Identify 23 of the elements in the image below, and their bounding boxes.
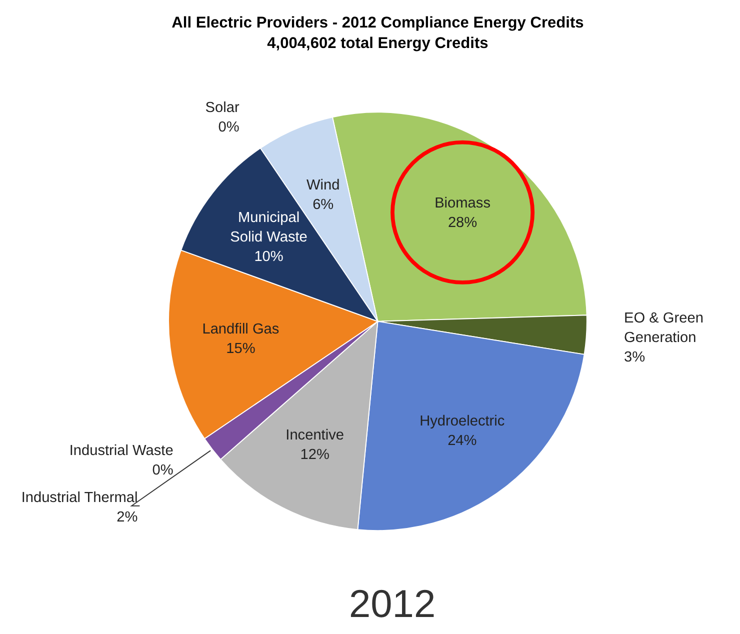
slice-label: Biomass [434,196,490,212]
text: 0% [152,462,174,478]
slice-label: Landfill Gas [202,322,280,338]
data-label: 15% [226,341,256,358]
chart-title: All Electric Providers - 2012 Compliance Energy Credits [172,14,584,32]
category-label: Industrial Waste [69,442,174,459]
slice-label: Municipal Solid Waste [230,210,308,246]
slice-label: EO & Green Generation [624,310,704,346]
data-label: 10% [254,248,284,265]
data-label: 28% [448,215,478,232]
slice-label: Incentive [286,427,344,444]
data-label: 6% [312,197,334,214]
chart-subtitle: 4,004,602 total Energy Credits [267,34,489,52]
data-label: 3% [624,350,646,366]
data-label: 24% [448,433,477,450]
category-label: Solar [205,100,240,116]
text: 0% [218,120,240,136]
data-label: 2% [116,509,138,526]
slice-label: Industrial Thermal [21,490,138,506]
data-label: 12% [300,446,330,463]
text: 2012 [349,583,436,626]
slice-label: Wind [306,178,340,194]
slice-label: Hydroelectric [420,414,505,430]
